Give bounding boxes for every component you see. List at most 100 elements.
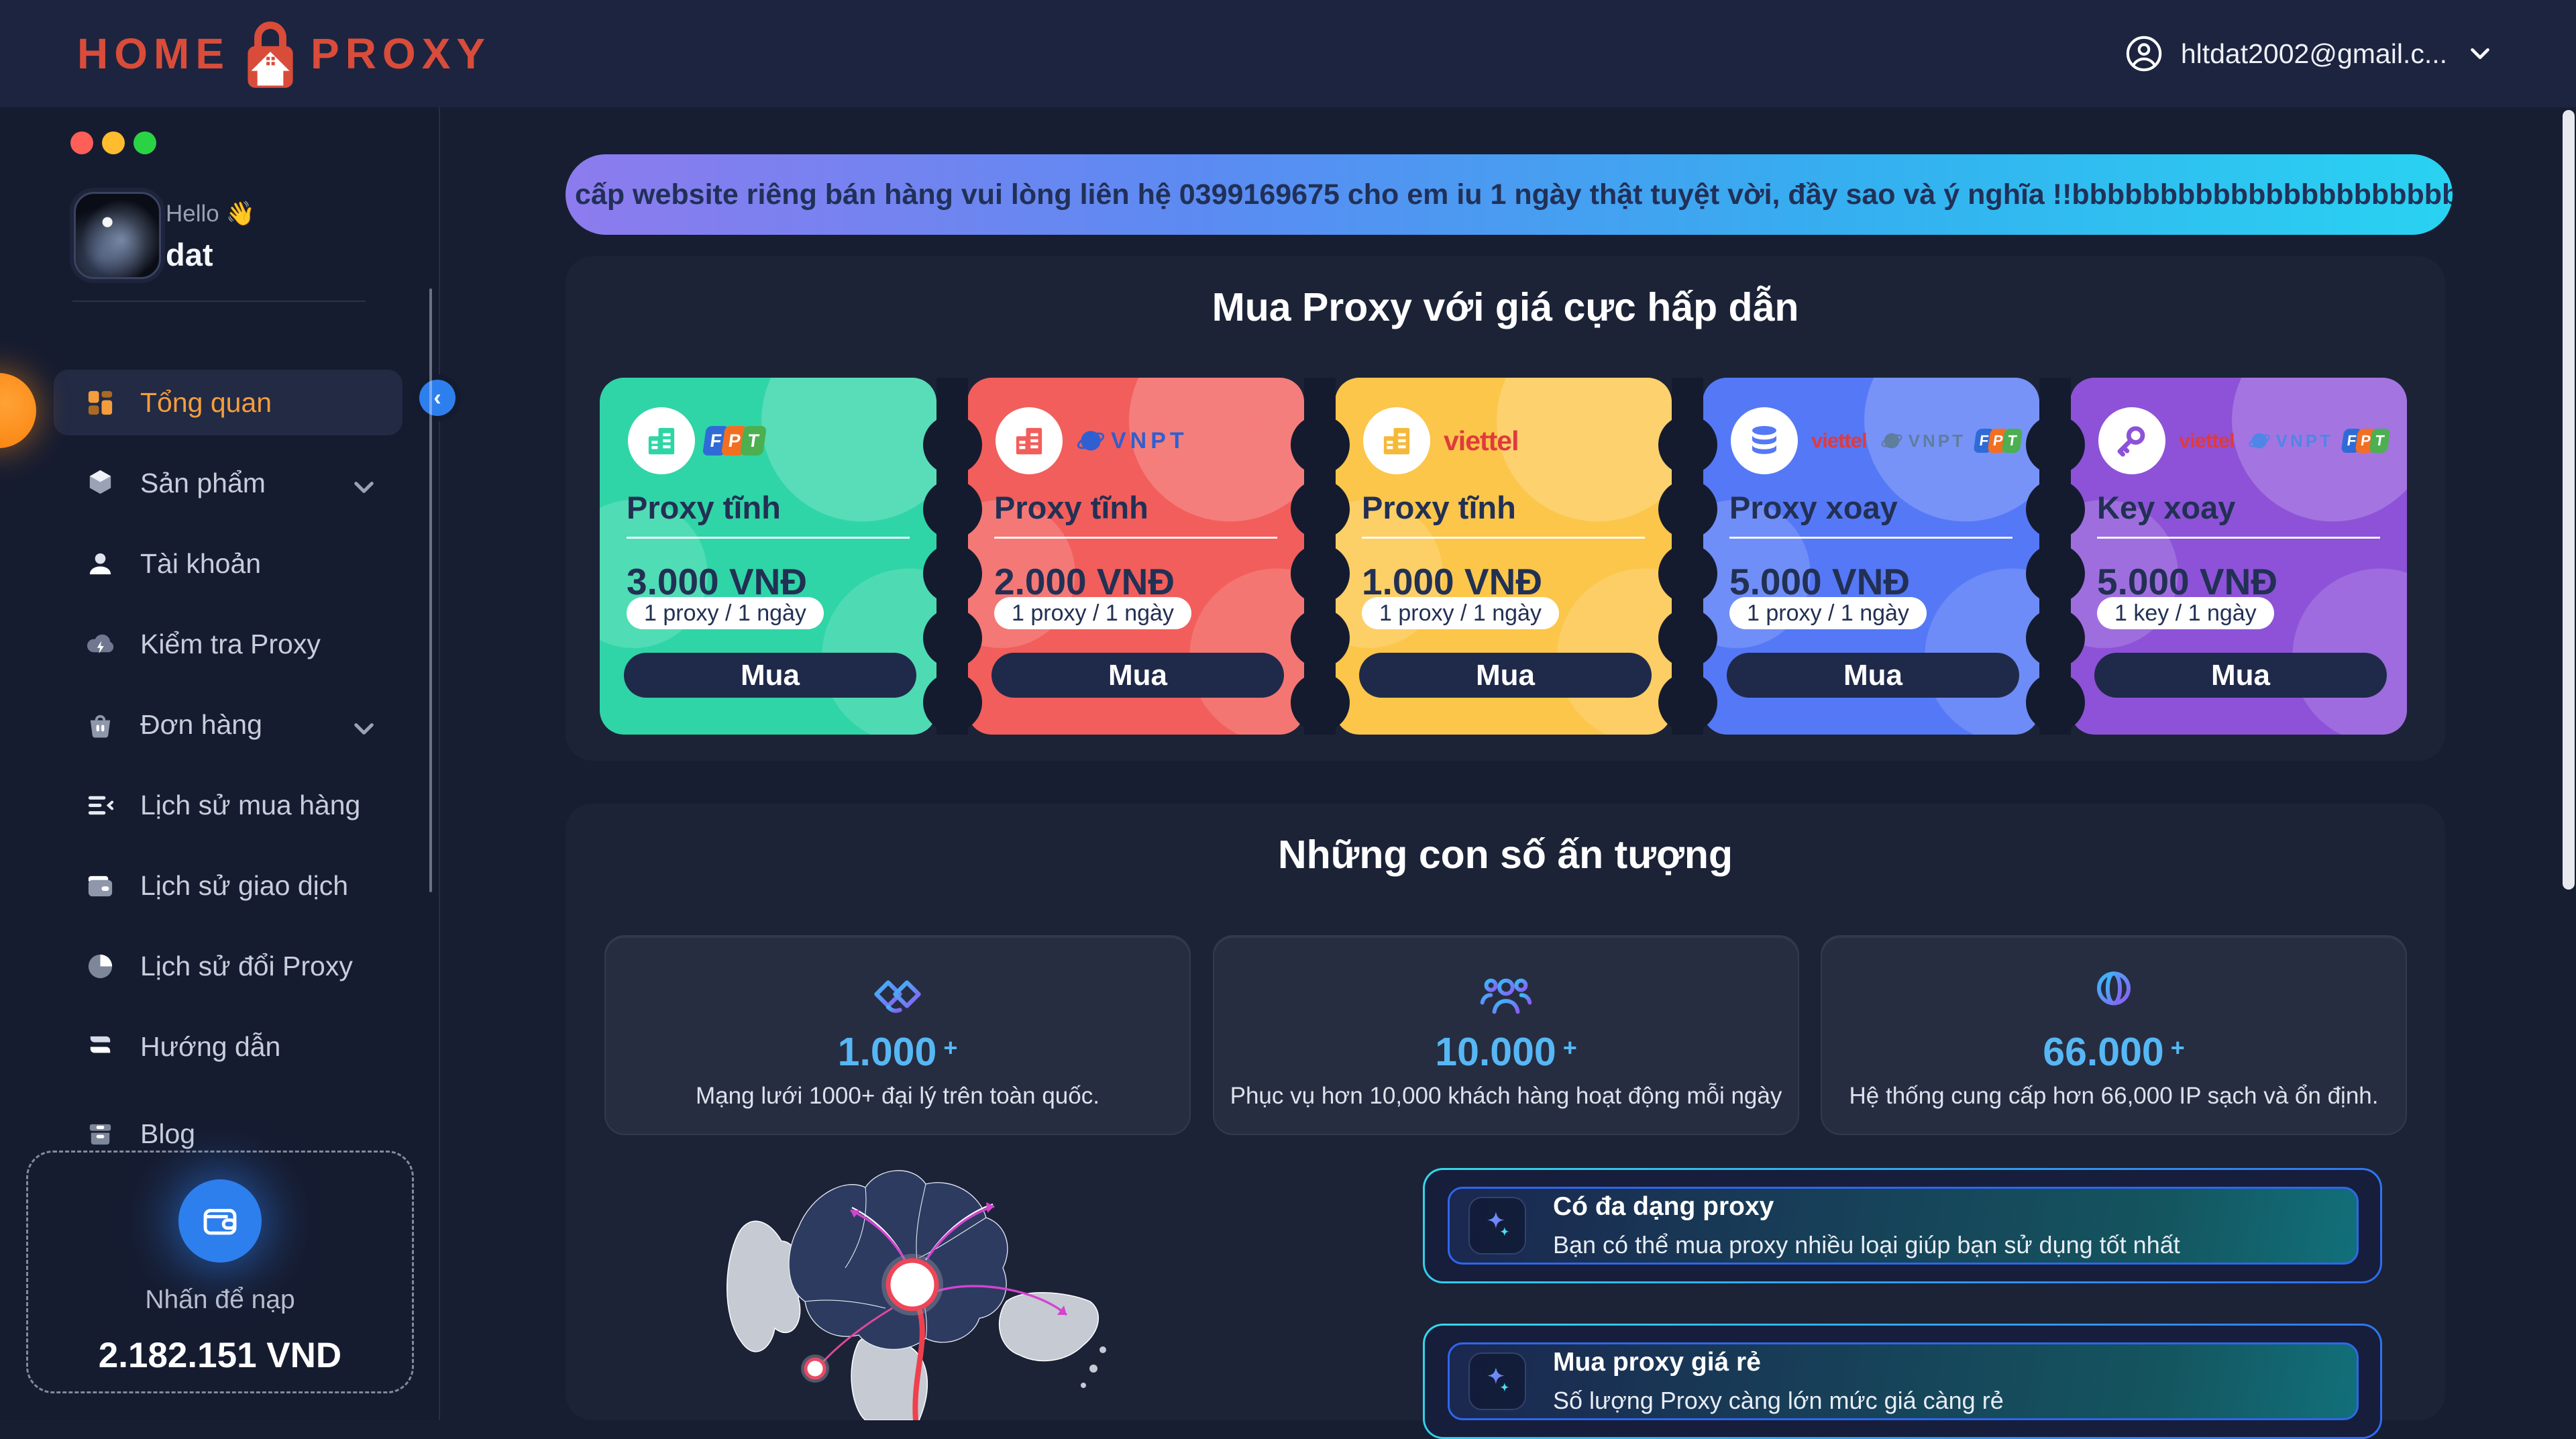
card-price: 2.000 VNĐ [994,561,1175,602]
account-email: hltdat2002@gmail.c... [2180,38,2447,69]
stat-desc: Hệ thống cung cấp hơn 66,000 IP sạch và … [1849,1083,2379,1109]
stats-section: Những con số ấn tượng 1.000 + Mạng lưới 1… [566,804,2445,1439]
building-icon [996,407,1063,474]
sidebar-item-blog[interactable]: Blog [54,1101,402,1167]
sidebar-item-label: Đơn hàng [140,708,262,740]
viettel-logo: viettel [1811,429,1868,452]
window-traffic-lights [70,131,156,154]
sidebar-item-lich-su-mua-hang[interactable]: Lịch sử mua hàng [54,772,402,838]
cloud-bolt-icon [87,634,114,653]
card-unit-badge: 1 proxy / 1 ngày [1729,597,1927,629]
wallet-icon [203,1209,237,1235]
building-icon [1363,407,1430,474]
basket-icon [90,714,111,737]
sidebar-item-label: Tài khoản [140,547,262,579]
announcement-marquee: cấp website riêng bán hàng vui lòng liên… [566,154,2453,235]
padlock-house-icon [248,21,293,88]
sidebar-item-lich-su-giao-dich[interactable]: Lịch sử giao dịch [54,853,402,918]
balance-amount: 2.182.151 VND [98,1336,342,1375]
feature-box-proxy-gia-re: Mua proxy giá rẻ Số lượng Proxy càng lớn… [1423,1324,2382,1439]
pricing-card-proxy-tinh-vnpt: VNPT Proxy tĩnh 2.000 VNĐ 1 proxy / 1 ng… [967,378,1304,735]
brand-logo[interactable]: HOME PROXY [77,0,491,107]
chevron-down-icon [2471,48,2489,60]
buy-button[interactable]: Mua [1727,653,2019,698]
stat-desc: Mạng lưới 1000+ đại lý trên toàn quốc. [696,1083,1099,1109]
sidebar-border [439,107,440,1420]
archive-icon [89,1124,111,1144]
card-title: Proxy tĩnh [627,490,781,525]
user-icon [89,553,111,574]
sidebar-item-san-pham[interactable]: Sản phẩm [54,450,402,516]
globe-icon [1822,966,2406,1022]
books-icon [90,1036,111,1053]
sidebar-item-kiem-tra-proxy[interactable]: Kiểm tra Proxy [54,611,402,677]
card-unit-badge: 1 proxy / 1 ngày [994,597,1191,629]
card-unit-badge: 1 proxy / 1 ngày [1362,597,1559,629]
sidebar-item-don-hang[interactable]: Đơn hàng [54,692,402,757]
card-connector-dots [922,378,982,735]
card-connector-dots [1290,378,1350,735]
greeting-text: Hello 👋 [166,201,256,227]
sidebar-item-tai-khoan[interactable]: Tài khoản [54,531,402,596]
sidebar-item-label: Sản phẩm [140,467,266,498]
card-divider [1362,537,1645,539]
card-price: 1.000 VNĐ [1362,561,1543,602]
card-price: 5.000 VNĐ [2097,561,2278,602]
sparkles-icon [1468,1197,1526,1255]
viettel-logo: viettel [2179,429,2235,452]
card-title: Proxy tĩnh [1362,490,1516,525]
buy-button[interactable]: Mua [1359,653,1652,698]
profile-divider [72,301,366,302]
stat-card-agents: 1.000 + Mạng lưới 1000+ đại lý trên toàn … [604,935,1191,1135]
buy-button[interactable]: Mua [991,653,1284,698]
buy-button[interactable]: Mua [2094,653,2387,698]
sidebar-item-lich-su-doi-proxy[interactable]: Lịch sử đổi Proxy [54,933,402,999]
stat-card-ips: 66.000 + Hệ thống cung cấp hơn 66,000 IP … [1821,935,2407,1135]
sidebar-scrollbar[interactable] [429,288,432,892]
balance-card[interactable]: Nhấn để nạp 2.182.151 VND [26,1151,414,1393]
stat-value: 10.000 + [1435,1030,1577,1074]
card-unit-badge: 1 key / 1 ngày [2097,597,2274,629]
vnpt-globe-icon [1881,433,1902,449]
pie-chart-icon [88,954,113,978]
handshake-icon [606,966,1189,1022]
buy-button[interactable]: Mua [624,653,916,698]
card-divider [2097,537,2380,539]
list-icon [88,796,114,814]
viettel-logo: viettel [1444,425,1519,456]
traffic-red-dot [70,131,93,154]
feature-desc: Bạn có thể mua proxy nhiều loại giúp bạn… [1553,1231,2180,1259]
traffic-yellow-dot [102,131,125,154]
card-connector-dots [2025,378,2085,735]
page-scrollbar-thumb[interactable] [2563,110,2575,890]
account-menu[interactable]: hltdat2002@gmail.c... [2125,0,2496,107]
carrier-logos: viettel [1444,407,1658,474]
sidebar-collapse-button[interactable]: ‹ [419,380,455,416]
stat-value: 1.000 + [837,1030,958,1074]
pricing-card-proxy-tinh-viettel: viettel Proxy tĩnh 1.000 VNĐ 1 proxy / 1… [1335,378,1672,735]
feature-desc: Số lượng Proxy càng lớn mức giá càng rẻ [1553,1387,2004,1414]
database-icon [1731,407,1798,474]
sidebar-item-label: Blog [140,1118,196,1149]
vnpt-logo: VNPT [2248,429,2333,452]
user-circle-icon [2126,36,2162,72]
traffic-green-dot [133,131,156,154]
avatar[interactable] [74,192,161,279]
sidebar-item-label: Kiểm tra Proxy [140,628,321,659]
vnpt-globe-icon [1077,431,1105,451]
sidebar-item-tong-quan[interactable]: Tổng quan [54,370,402,435]
sidebar-item-huong-dan[interactable]: Hướng dẫn [54,1014,402,1079]
feature-title: Có đa dạng proxy [1553,1192,1774,1221]
card-price: 5.000 VNĐ [1729,561,1911,602]
notification-orange-dot [0,373,36,448]
topup-wallet-button[interactable] [178,1179,262,1263]
topup-cta-text: Nhấn để nạp [145,1285,295,1314]
people-icon [1214,966,1798,1022]
sidebar-item-label: Hướng dẫn [140,1030,281,1062]
chevron-down-icon [354,723,374,735]
